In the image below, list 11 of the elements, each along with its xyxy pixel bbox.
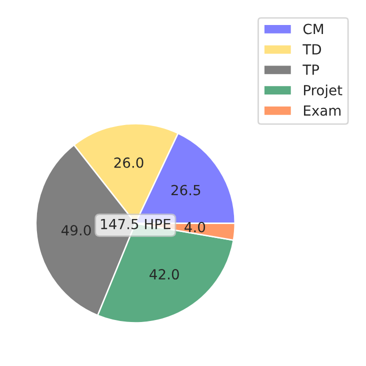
data-label: 26.5 [171, 184, 200, 196]
legend-label: TD [302, 44, 321, 54]
legend-label: CM [303, 24, 323, 34]
legend-label: Exam [304, 105, 340, 116]
legend-label: TP [302, 64, 320, 75]
data-label: 26.0 [114, 157, 144, 168]
legend-label: Projet [304, 84, 342, 98]
data-label: 49.0 [61, 225, 91, 236]
data-label: 4.0 [184, 222, 206, 232]
text: 147.5 HPE [101, 218, 170, 230]
data-label: 42.0 [150, 269, 179, 280]
